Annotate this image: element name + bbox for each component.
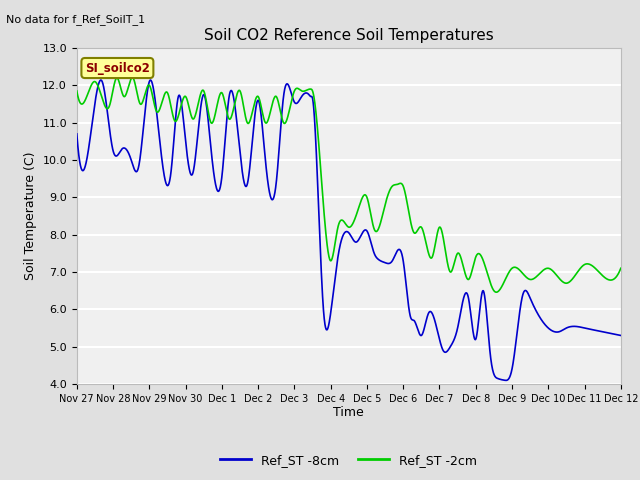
Legend: Ref_ST -8cm, Ref_ST -2cm: Ref_ST -8cm, Ref_ST -2cm [215,449,483,472]
Ref_ST -8cm [502,377,510,383]
Ref_ST -2cm [305,86,313,92]
Ref_ST -2cm [73,88,81,94]
Ref_ST -2cm [607,277,614,283]
Ref_ST -8cm [147,77,154,83]
Ref_ST -8cm [607,330,614,336]
Ref_ST -2cm [493,289,500,295]
Line: Ref_ST -8cm: Ref_ST -8cm [77,80,621,380]
Y-axis label: Soil Temperature (C): Soil Temperature (C) [24,152,36,280]
Ref_ST -8cm [282,83,289,89]
Ref_ST -2cm [168,105,175,111]
Ref_ST -2cm [129,74,136,80]
Ref_ST -8cm [548,328,556,334]
Ref_ST -2cm [617,265,625,271]
Ref_ST -8cm [73,131,81,137]
X-axis label: Time: Time [333,407,364,420]
Ref_ST -8cm [168,167,175,172]
Ref_ST -2cm [135,98,143,104]
Ref_ST -2cm [548,267,556,273]
Line: Ref_ST -2cm: Ref_ST -2cm [77,77,621,292]
Title: Soil CO2 Reference Soil Temperatures: Soil CO2 Reference Soil Temperatures [204,28,493,43]
Ref_ST -8cm [135,163,143,168]
Ref_ST -8cm [617,333,625,338]
Text: No data for f_Ref_SoilT_1: No data for f_Ref_SoilT_1 [6,14,145,25]
Text: SI_soilco2: SI_soilco2 [85,61,150,74]
Ref_ST -2cm [282,120,289,125]
Ref_ST -8cm [305,92,313,98]
